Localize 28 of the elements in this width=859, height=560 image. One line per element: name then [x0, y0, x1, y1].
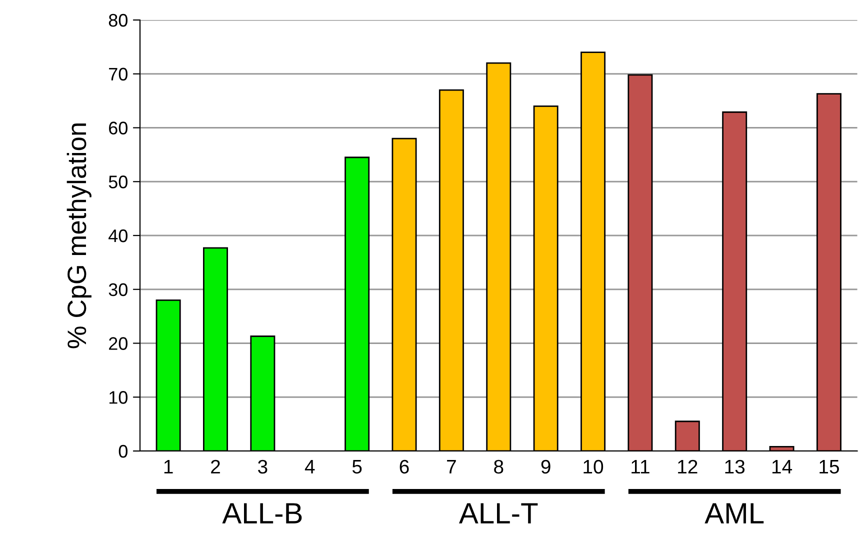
- y-axis-title: % CpG methylation: [66, 124, 92, 348]
- x-tick-label: 9: [541, 460, 550, 474]
- y-tick-label: 10: [109, 391, 128, 404]
- x-tick-label: 7: [447, 460, 456, 474]
- y-tick-label: 60: [109, 122, 128, 134]
- x-tick-label: 6: [400, 460, 409, 474]
- x-tick-label: 10: [584, 460, 604, 474]
- text: ALL-T: [458, 503, 538, 524]
- x-tick-label: 11: [632, 460, 650, 474]
- y-tick-label: 70: [109, 68, 128, 81]
- x-tick-label: 5: [352, 460, 362, 474]
- x-tick-label: 14: [772, 460, 792, 474]
- text: ALL-B: [222, 503, 302, 524]
- x-tick-label: 2: [211, 460, 220, 474]
- x-tick-label: 13: [725, 460, 745, 474]
- x-tick-label: 12: [678, 460, 698, 474]
- y-tick-label: 20: [109, 337, 128, 350]
- x-tick-label: 1: [164, 460, 173, 474]
- y-tick-label: 40: [108, 229, 128, 242]
- x-tick-label: 8: [494, 460, 504, 474]
- text: AML: [704, 503, 764, 524]
- x-tick-label: 4: [304, 460, 315, 474]
- y-tick-label: 50: [108, 176, 128, 188]
- x-tick-label: 15: [820, 460, 839, 474]
- y-tick-label: 30: [108, 283, 128, 296]
- y-tick-label: 80: [108, 14, 128, 27]
- y-tick-label: 0: [118, 444, 128, 458]
- x-tick-label: 3: [258, 460, 268, 474]
